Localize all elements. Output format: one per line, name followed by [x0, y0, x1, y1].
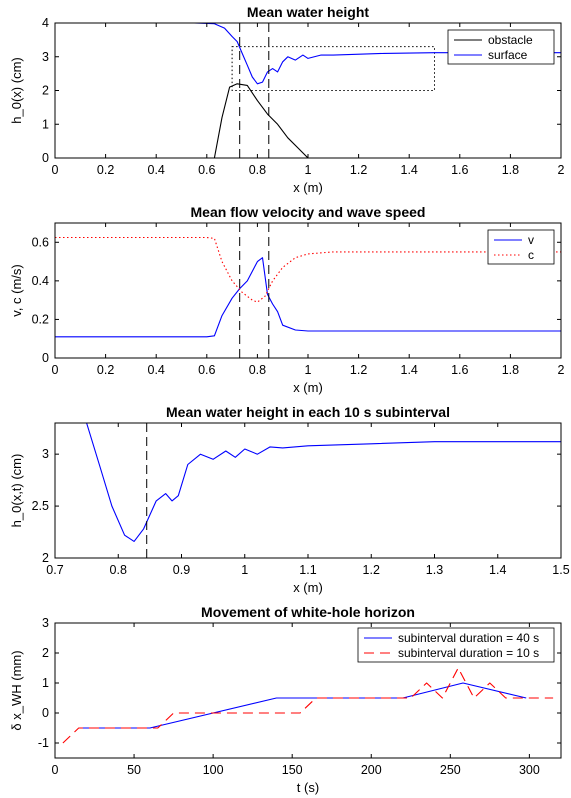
- x-tick-label: 0.6: [198, 363, 215, 377]
- x-axis-label: t (s): [297, 780, 319, 795]
- x-tick-label: 1.4: [401, 363, 418, 377]
- x-tick-label: 150: [282, 763, 303, 777]
- y-tick-label: -1: [38, 736, 49, 750]
- legend-label: subinterval duration = 10 s: [398, 646, 539, 660]
- x-tick-label: 0.9: [173, 563, 190, 577]
- legend-label: v: [528, 233, 534, 247]
- y-tick-label: 4: [42, 16, 49, 30]
- y-tick-label: 3: [42, 50, 49, 64]
- x-tick-label: 0.4: [148, 163, 165, 177]
- series-line-v: [55, 257, 561, 338]
- axes-box: [54, 622, 562, 759]
- chart-title: Mean water height in each 10 s subinterv…: [166, 404, 450, 420]
- x-tick-label: 250: [440, 763, 461, 777]
- series-group: [86, 423, 561, 542]
- y-tick-label: 0.2: [32, 312, 49, 326]
- y-tick-label: 2: [42, 84, 49, 98]
- x-tick-label: 0.8: [249, 363, 266, 377]
- y-tick-label: 0: [42, 706, 49, 720]
- legend-label: obstacle: [488, 33, 533, 47]
- x-axis-label: x (m): [293, 180, 323, 195]
- x-tick-label: 1.8: [502, 363, 519, 377]
- axes-box: [54, 222, 562, 359]
- x-tick-label: 100: [203, 763, 224, 777]
- series-line-obstacle: [213, 83, 309, 158]
- series-line-1: [86, 423, 561, 542]
- legend-box: [357, 627, 555, 663]
- x-tick-label: 0.8: [249, 163, 266, 177]
- x-axis-label: x (m): [293, 580, 323, 595]
- y-axis-label: h_0(x,t) (cm): [9, 454, 24, 528]
- series-group: [62, 667, 554, 744]
- series-line-surface: [55, 23, 561, 85]
- x-tick-label: 1.6: [451, 163, 468, 177]
- y-tick-label: 2.5: [32, 499, 49, 513]
- series-line-subinterval-duration-10-s: [62, 667, 554, 744]
- y-tick-label: 0: [42, 151, 49, 165]
- x-tick-label: 1.3: [426, 563, 443, 577]
- chart-panel-3: Mean water height in each 10 s subinterv…: [9, 404, 570, 595]
- x-tick-label: 0.2: [97, 163, 114, 177]
- x-tick-label: 1.4: [401, 163, 418, 177]
- chart-panel-4: Movement of white-hole horizon 0 50 100 150 2…: [9, 604, 562, 795]
- x-tick-label: 2: [558, 163, 565, 177]
- x-tick-label: 1: [305, 363, 312, 377]
- series-group: [55, 23, 561, 158]
- x-tick-label: 1.5: [552, 563, 569, 577]
- y-axis-label: δ x_WH (mm): [9, 650, 24, 730]
- chart-title: Mean water height: [247, 4, 369, 20]
- legend-label: surface: [488, 48, 528, 62]
- x-tick-label: 1.6: [451, 363, 468, 377]
- y-tick-label: 3: [42, 616, 49, 630]
- y-axis-label: v, c (m/s): [9, 264, 24, 316]
- legend-box: [447, 29, 555, 65]
- x-tick-label: 0.4: [148, 363, 165, 377]
- x-tick-label: 1.8: [502, 163, 519, 177]
- x-tick-label: 1.2: [363, 563, 380, 577]
- x-tick-label: 50: [127, 763, 141, 777]
- chart-panel-2: Mean flow velocity and wave speed 0 0.2 0.4…: [9, 204, 565, 395]
- chart-title: Movement of white-hole horizon: [201, 604, 415, 620]
- y-axis-label: h_0(x) (cm): [9, 57, 24, 123]
- x-tick-label: 0.2: [97, 363, 114, 377]
- legend: vc: [487, 229, 555, 265]
- series-group: [55, 236, 561, 338]
- y-tick-label: 0.6: [32, 235, 49, 249]
- legend-box: [487, 229, 555, 265]
- y-tick-label: 1: [42, 117, 49, 131]
- x-tick-label: 2: [558, 363, 565, 377]
- x-tick-label: 1.4: [489, 563, 506, 577]
- zoom-region-box: [231, 46, 435, 91]
- y-tick-label: 2: [42, 551, 49, 565]
- x-axis-label: x (m): [293, 380, 323, 395]
- x-tick-label: 1.2: [350, 163, 367, 177]
- x-tick-label: 1.2: [350, 363, 367, 377]
- y-tick-label: 1: [42, 676, 49, 690]
- x-tick-label: 0: [52, 363, 59, 377]
- x-tick-label: 200: [361, 763, 382, 777]
- x-tick-label: 1: [305, 163, 312, 177]
- x-tick-label: 0.8: [110, 563, 127, 577]
- chart-panel-1: Mean water height 0 0.2 0.4 0.6 0.8 1 1.2 1.4 1.6…: [9, 4, 565, 195]
- x-tick-label: 300: [519, 763, 540, 777]
- legend-label: c: [528, 248, 534, 262]
- y-tick-label: 0: [42, 351, 49, 365]
- y-tick-label: 2: [42, 646, 49, 660]
- x-tick-label: 0.6: [198, 163, 215, 177]
- x-tick-label: 0: [52, 763, 59, 777]
- x-tick-label: 1.1: [299, 563, 316, 577]
- axes-box: [54, 422, 562, 559]
- x-tick-label: 1: [241, 563, 248, 577]
- legend-label: subinterval duration = 40 s: [398, 631, 539, 645]
- series-line-c: [55, 236, 561, 303]
- chart-title: Mean flow velocity and wave speed: [191, 204, 426, 220]
- series-line-subinterval-duration-40-s: [78, 682, 527, 729]
- x-tick-label: 0: [52, 163, 59, 177]
- y-tick-label: 3: [42, 447, 49, 461]
- y-tick-label: 0.4: [32, 274, 49, 288]
- x-tick-label: 0.7: [46, 563, 63, 577]
